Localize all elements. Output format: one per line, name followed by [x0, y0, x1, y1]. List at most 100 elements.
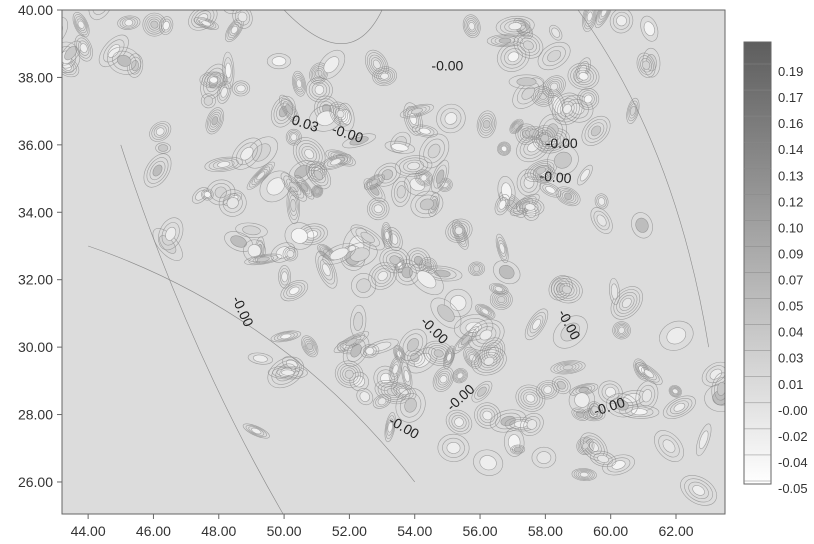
contour-ring [419, 127, 431, 135]
contour-ring [385, 415, 395, 439]
contour-ring [117, 15, 141, 30]
contour-ring [577, 470, 591, 479]
contour-ring [610, 283, 619, 300]
contour-ring [249, 164, 273, 188]
contour-ring [439, 375, 448, 384]
contour-ring [208, 158, 239, 171]
contour-ring [589, 403, 602, 417]
contour-ring [62, 41, 81, 73]
contour-ring [159, 16, 174, 35]
contour-ring [545, 186, 556, 194]
contour-ring [571, 407, 589, 422]
contour-ring [279, 268, 290, 286]
contour-ring [211, 116, 219, 126]
contour-ring [609, 10, 634, 34]
contour-ring [149, 160, 166, 181]
contour-ring [203, 191, 211, 198]
contour-ring [616, 291, 638, 314]
contour-ring [476, 305, 494, 319]
contour-ring [471, 380, 493, 403]
contour-ring [573, 409, 587, 420]
contour-ring [668, 385, 682, 398]
contour-ring [440, 108, 462, 129]
contour-ring [616, 325, 627, 336]
contour-ring [230, 235, 247, 248]
contour-ring [673, 402, 686, 412]
contour-ring [308, 79, 330, 100]
contour-ring [310, 64, 327, 83]
contour-ring [446, 353, 452, 362]
contour-ring [596, 195, 607, 208]
contour-ring [284, 248, 297, 260]
contour-ring [220, 0, 237, 11]
contour-ring [493, 260, 521, 285]
contour-ring [151, 123, 169, 140]
contour-ring [727, 368, 739, 387]
contour-ring [122, 17, 136, 28]
contour-ring [609, 277, 620, 306]
contour-ring [281, 97, 298, 122]
contour-ring [445, 218, 473, 243]
contour-ring [286, 249, 295, 258]
colorbar-label: -0.02 [778, 429, 808, 444]
colorbar-label: 0.19 [778, 64, 803, 79]
contour-ring [619, 294, 635, 311]
contour-ring [478, 306, 493, 317]
contour-ring [369, 199, 388, 218]
contour-ring [548, 80, 560, 93]
contour-ring [471, 263, 482, 274]
colorbar-label: 0.03 [778, 351, 803, 366]
contour-ring [221, 10, 247, 15]
contour-ring [538, 113, 567, 147]
contour-ring [279, 94, 300, 125]
contour-ring [295, 77, 303, 91]
contour-ring [512, 122, 521, 131]
contour-ring [497, 141, 512, 156]
contour-ring [467, 352, 478, 364]
contour-ring [499, 143, 510, 154]
contour-ring [482, 120, 491, 129]
contour-ring [495, 15, 535, 37]
contour-ring [290, 199, 297, 212]
contour-ring [107, 46, 142, 75]
contour-ring [520, 412, 544, 437]
contour-ring [360, 231, 375, 243]
contour-ring [384, 231, 390, 240]
contour-ring [286, 284, 303, 297]
contour-ring [209, 76, 218, 84]
contour-ring [315, 251, 338, 289]
contour-ring [520, 172, 538, 193]
contour-ring [550, 360, 586, 375]
contour-ring [579, 471, 589, 478]
contour-ring [520, 389, 541, 408]
contour-ring [378, 71, 391, 82]
contour-ring [584, 10, 595, 27]
contour-ring [372, 66, 397, 86]
contour-ring [158, 144, 169, 152]
contour-ring [463, 346, 482, 369]
y-tick-label: 32.00 [18, 272, 53, 288]
contour-ring [442, 437, 465, 458]
contour-ring [308, 163, 329, 187]
contour-ring [430, 159, 450, 194]
contour-ring [521, 126, 547, 140]
contour-ring [298, 143, 320, 165]
contour-ring [277, 332, 295, 341]
contour-ring [596, 214, 607, 227]
contour-ring [728, 370, 738, 385]
contour-ring [513, 18, 534, 39]
contour-ring [155, 142, 171, 154]
contour-ring [247, 352, 274, 365]
contour-ring [465, 18, 478, 35]
contour-ring [395, 348, 403, 359]
x-tick-label: 54.00 [397, 523, 432, 539]
contour-ring [384, 412, 396, 443]
contour-ring [88, 10, 114, 21]
contour-ring [544, 77, 564, 97]
contour-ring [372, 59, 381, 70]
contour-ring [550, 276, 583, 304]
contour-ring [376, 69, 393, 83]
contour-ring [493, 292, 509, 307]
contour-ring [286, 186, 301, 225]
contour-ring [229, 23, 240, 36]
